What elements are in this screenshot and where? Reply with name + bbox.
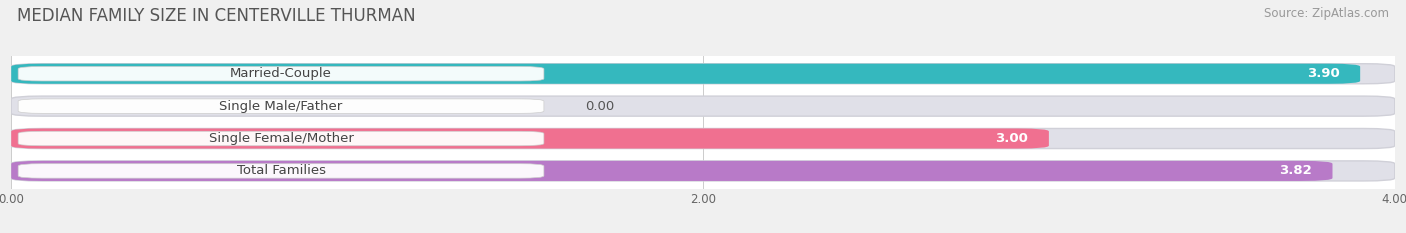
FancyBboxPatch shape (18, 99, 544, 113)
FancyBboxPatch shape (11, 161, 1333, 181)
Text: 3.00: 3.00 (995, 132, 1028, 145)
FancyBboxPatch shape (18, 66, 544, 81)
Text: Single Male/Father: Single Male/Father (219, 100, 343, 113)
Text: 3.82: 3.82 (1279, 164, 1312, 177)
FancyBboxPatch shape (18, 131, 544, 146)
FancyBboxPatch shape (11, 128, 1049, 149)
Text: MEDIAN FAMILY SIZE IN CENTERVILLE THURMAN: MEDIAN FAMILY SIZE IN CENTERVILLE THURMA… (17, 7, 416, 25)
Text: 3.90: 3.90 (1306, 67, 1340, 80)
Text: Married-Couple: Married-Couple (231, 67, 332, 80)
Text: 0.00: 0.00 (585, 100, 614, 113)
FancyBboxPatch shape (11, 96, 1395, 116)
Text: Source: ZipAtlas.com: Source: ZipAtlas.com (1264, 7, 1389, 20)
FancyBboxPatch shape (11, 128, 1395, 149)
Text: Total Families: Total Families (236, 164, 326, 177)
FancyBboxPatch shape (11, 64, 1360, 84)
FancyBboxPatch shape (11, 161, 1395, 181)
FancyBboxPatch shape (11, 64, 1395, 84)
Text: Single Female/Mother: Single Female/Mother (208, 132, 353, 145)
FancyBboxPatch shape (18, 164, 544, 178)
